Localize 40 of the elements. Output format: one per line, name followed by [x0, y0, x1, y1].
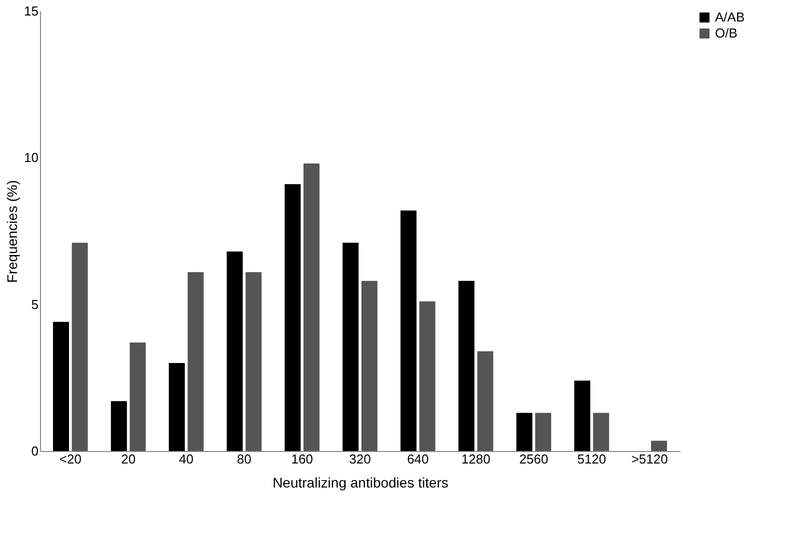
y-tick-label: 5 [31, 296, 38, 312]
bar [284, 184, 301, 451]
bar [342, 242, 359, 451]
bar [477, 351, 494, 451]
bar [651, 440, 668, 451]
bar [188, 272, 204, 451]
bar [130, 342, 146, 451]
x-tick-label: 640 [407, 452, 429, 466]
bar [361, 280, 378, 451]
bar [419, 301, 436, 451]
bar [168, 363, 185, 451]
bar [458, 280, 474, 451]
bar [574, 380, 590, 451]
y-tick-label: 10 [24, 150, 38, 166]
bar [516, 412, 532, 451]
y-tick-label: 15 [24, 4, 38, 18]
bar [226, 252, 243, 451]
x-tick-label: <20 [59, 452, 82, 466]
legend-label: O/B [715, 26, 738, 40]
x-tick-label: 40 [179, 452, 194, 466]
x-tick-label: 2560 [519, 452, 548, 466]
legend-label: A/AB [715, 10, 745, 24]
x-tick-label: 20 [121, 452, 136, 466]
x-tick-label: 5120 [577, 452, 606, 466]
bar [72, 242, 88, 451]
x-axis-title: Neutralizing antibodies titers [272, 474, 448, 490]
bar [593, 412, 610, 451]
x-tick-label: 160 [291, 452, 313, 466]
x-tick-label: 80 [236, 452, 252, 466]
y-axis-title: Frequencies (%) [4, 180, 20, 283]
bar [535, 412, 552, 451]
bar [400, 210, 417, 451]
bar [110, 401, 127, 451]
x-tick-label: 1280 [461, 452, 490, 466]
bar [52, 322, 69, 451]
x-tick-label: >5120 [631, 452, 668, 466]
bar [246, 272, 262, 451]
bar [303, 164, 320, 451]
y-tick-label: 0 [31, 444, 38, 458]
x-tick-label: 320 [349, 452, 371, 466]
